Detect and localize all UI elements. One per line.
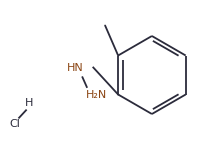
Text: HN: HN	[67, 63, 84, 73]
Text: H₂N: H₂N	[86, 90, 107, 100]
Text: Cl: Cl	[10, 119, 21, 129]
Text: H: H	[25, 99, 33, 108]
